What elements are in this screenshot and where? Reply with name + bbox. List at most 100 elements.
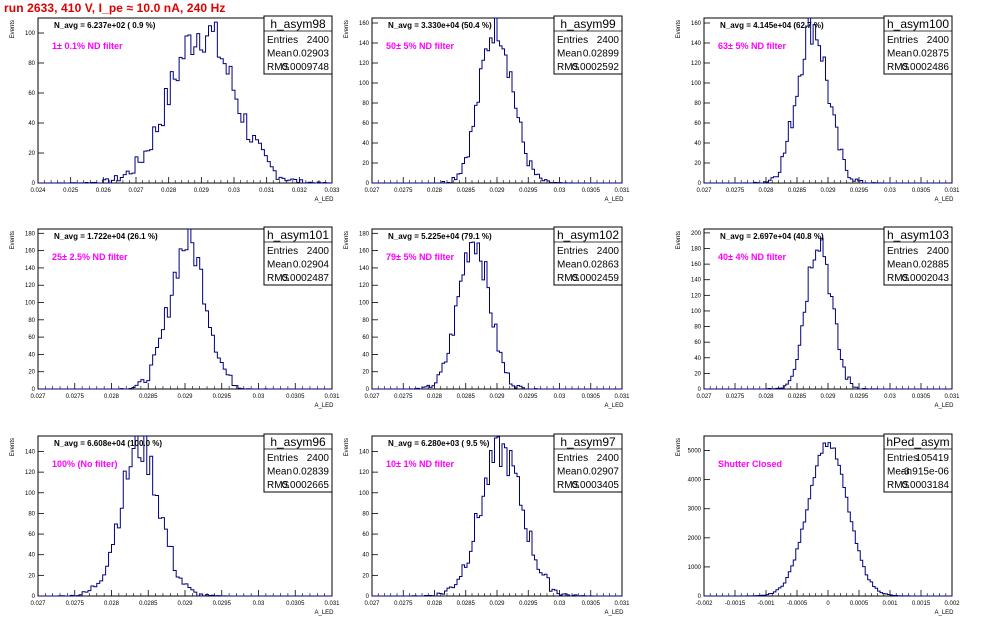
- y-tick-label: 20: [694, 371, 701, 377]
- y-tick-label: 160: [359, 21, 370, 27]
- x-tick-label: 0.031: [944, 188, 960, 194]
- y-tick-label: 140: [691, 41, 702, 47]
- y-tick-label: 60: [28, 91, 35, 97]
- y-tick-label: 0: [366, 387, 370, 393]
- y-tick-label: 80: [28, 318, 35, 324]
- y-tick-label: 180: [359, 231, 370, 237]
- x-axis-label: A_LED: [604, 197, 624, 203]
- stats-key-mean: Mean: [267, 260, 292, 271]
- x-tick-label: 0.028: [427, 188, 443, 194]
- stats-value-mean: 0.02863: [583, 260, 620, 271]
- stats-value-entries: 2400: [927, 246, 950, 257]
- stats-key-entries: Entries: [267, 453, 298, 464]
- y-tick-label: 0: [32, 594, 36, 600]
- x-tick-label: 0.0295: [213, 601, 232, 607]
- x-tick-label: 0.0295: [519, 394, 538, 400]
- n-avg-label: N_avg = 6.237e+02 ( 0.9 %): [54, 21, 156, 30]
- y-tick-label: 40: [694, 141, 701, 147]
- stats-hist-name: h_asym97: [560, 435, 616, 449]
- x-tick-label: 0.029: [820, 394, 836, 400]
- stats-box-frame: [883, 226, 953, 286]
- stats-key-entries: Entries: [887, 35, 918, 46]
- y-tick-label: 60: [694, 121, 701, 127]
- x-tick-label: 0.029: [177, 601, 193, 607]
- x-tick-label: 0.027: [364, 394, 380, 400]
- x-tick-label: 0.029: [820, 188, 836, 194]
- y-tick-label: 60: [28, 532, 35, 538]
- y-tick-label: 80: [28, 511, 35, 517]
- stats-key-mean: Mean: [267, 49, 292, 60]
- stats-value-rms: 0.0003405: [572, 480, 620, 491]
- y-tick-label: 120: [359, 61, 370, 67]
- x-tick-label: 0.0285: [788, 394, 807, 400]
- x-tick-label: 0.0295: [519, 601, 538, 607]
- histogram-panel-hPed_asym: -0.002 -0.0015 -0.001 -0.0005 0 0.0005 0.001 0.…: [676, 433, 960, 616]
- stats-value-rms: 0.0002487: [282, 273, 330, 284]
- y-tick-label: 120: [691, 293, 702, 299]
- stats-value-entries: 2400: [597, 35, 620, 46]
- y-tick-label: 100: [25, 31, 36, 37]
- y-tick-label: 120: [25, 283, 36, 289]
- histogram-line: [704, 237, 952, 390]
- histogram-line: [372, 436, 623, 597]
- stats-box-frame: [883, 15, 953, 75]
- y-tick-label: 20: [694, 161, 701, 167]
- x-tick-label: 0.029: [489, 394, 505, 400]
- stats-box: h_asym102 Entries 2400 Mean 0.02863RMS0.0002…: [553, 226, 623, 286]
- x-tick-label: 0.027: [128, 188, 144, 194]
- x-axis-label: A_LED: [604, 610, 624, 616]
- y-tick-label: 20: [362, 161, 369, 167]
- x-tick-label: 0.033: [324, 188, 340, 194]
- y-axis-label: Events: [676, 20, 682, 38]
- y-tick-label: 140: [359, 41, 370, 47]
- stats-box-frame: [263, 226, 333, 286]
- stats-value-mean: 0.02904: [293, 260, 330, 271]
- x-tick-label: 0.03: [554, 188, 566, 194]
- y-axis-label: Events: [10, 231, 16, 249]
- stats-box-frame: [553, 226, 623, 286]
- y-tick-label: 80: [362, 101, 369, 107]
- y-tick-label: 160: [25, 249, 36, 255]
- x-tick-label: 0.0305: [582, 394, 601, 400]
- x-tick-label: 0.031: [259, 188, 275, 194]
- x-tick-label: 0.025: [63, 188, 79, 194]
- x-tick-label: 0.0275: [66, 601, 85, 607]
- stats-value-rms: 0.0002665: [282, 480, 330, 491]
- x-axis-label: A_LED: [314, 197, 334, 203]
- filter-label: 50± 5% ND filter: [386, 41, 454, 51]
- x-axis-label: A_LED: [934, 403, 954, 409]
- filter-label: 10± 1% ND filter: [386, 459, 454, 469]
- y-tick-label: 20: [28, 573, 35, 579]
- y-tick-label: 100: [25, 301, 36, 307]
- x-tick-label: 0.0305: [286, 394, 305, 400]
- x-tick-label: 0.03: [554, 394, 566, 400]
- stats-value-mean: 0.02903: [293, 49, 330, 60]
- y-tick-label: 140: [359, 266, 370, 272]
- stats-key-mean: Mean: [557, 260, 582, 271]
- x-tick-label: 0.028: [427, 394, 443, 400]
- x-tick-label: 0.002: [944, 601, 960, 607]
- stats-box-frame: [553, 15, 623, 75]
- x-tick-label: 0.026: [96, 188, 112, 194]
- stats-key-mean: Mean: [557, 49, 582, 60]
- x-tick-label: 0.027: [30, 601, 46, 607]
- histogram-panel-h_asym102: 0.027 0.0275 0.028 0.0285 0.029 0.0295 0.03 0.0…: [344, 226, 630, 409]
- y-axis-label: Events: [344, 20, 350, 38]
- stats-value-rms: 0.0002459: [572, 273, 620, 284]
- stats-hist-name: h_asym103: [887, 228, 949, 242]
- n-avg-label: N_avg = 3.330e+04 (50.4 %): [388, 21, 492, 30]
- x-tick-label: 0.028: [758, 394, 774, 400]
- stats-box-frame: [883, 433, 953, 493]
- x-axis-label: A_LED: [314, 403, 334, 409]
- y-tick-label: 100: [691, 81, 702, 87]
- x-tick-label: 0.0015: [912, 601, 931, 607]
- x-tick-label: 0.0305: [912, 188, 931, 194]
- y-tick-label: 140: [691, 278, 702, 284]
- stats-value-entries: 2400: [307, 246, 330, 257]
- y-tick-label: 0: [698, 387, 702, 393]
- y-tick-label: 100: [25, 491, 36, 497]
- y-tick-label: 80: [694, 325, 701, 331]
- filter-label: 1± 0.1% ND filter: [52, 41, 123, 51]
- stats-value-rms: 0.0002043: [902, 273, 950, 284]
